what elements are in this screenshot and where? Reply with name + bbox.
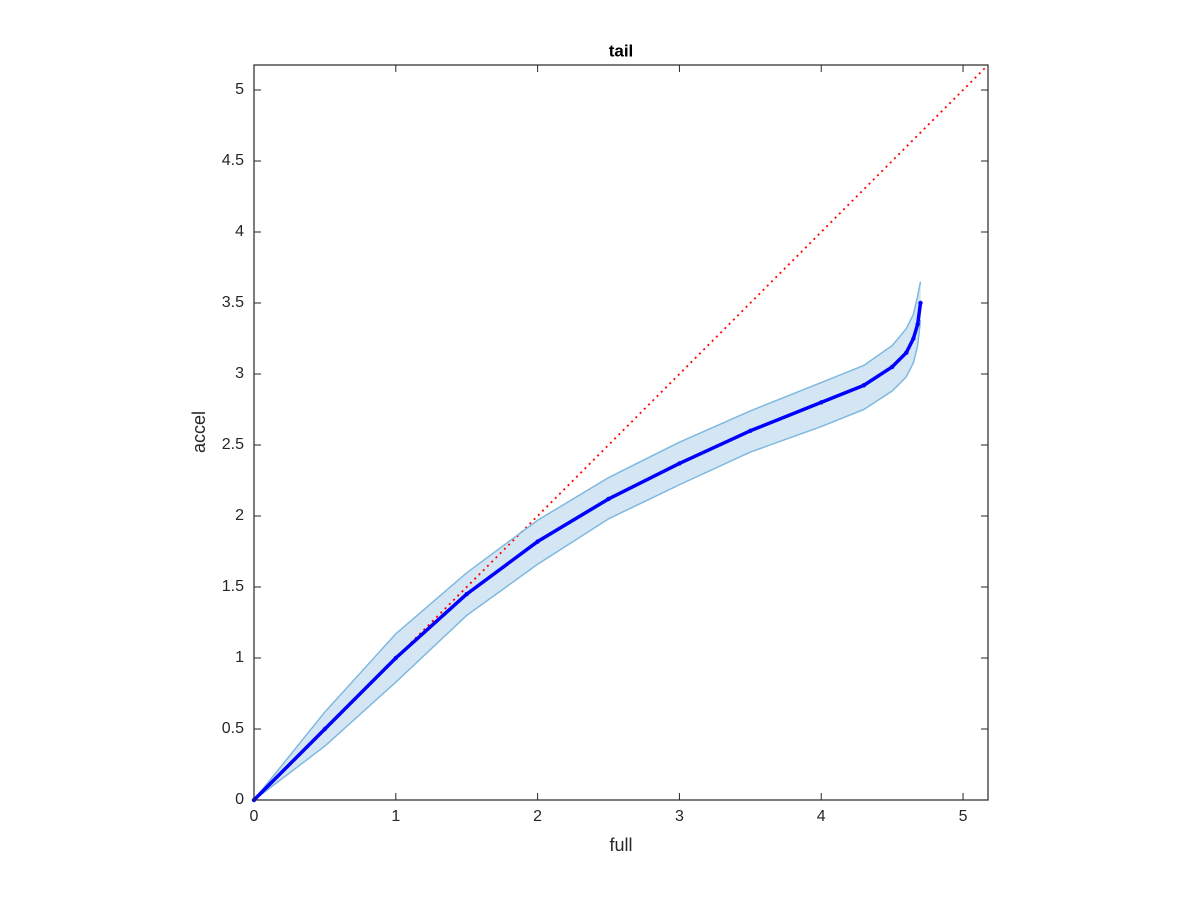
median-point (322, 726, 328, 732)
reference-line (253, 64, 989, 801)
y-axis-label: accel (189, 411, 209, 453)
median-point (918, 300, 923, 306)
x-tick-label: 4 (817, 808, 826, 825)
median-point (889, 364, 895, 370)
median-point (911, 336, 916, 341)
median-point (464, 591, 469, 597)
band-edge (253, 281, 922, 801)
y-tick-label: 0 (235, 791, 244, 808)
y-tick-label: 2 (235, 507, 244, 524)
y-tick-label: 2.5 (222, 436, 244, 453)
y-tick-label: 4.5 (222, 152, 244, 169)
y-tick-label: 3 (235, 365, 244, 382)
y-tick-label: 3.5 (222, 294, 244, 311)
x-tick-label: 3 (675, 808, 684, 825)
y-tick-label: 4 (235, 223, 244, 240)
x-tick-label: 0 (250, 808, 259, 825)
median-point (915, 322, 920, 327)
x-tick-label: 5 (959, 808, 968, 825)
chart-title: tail (609, 41, 634, 60)
x-tick-label: 2 (533, 808, 542, 825)
median-point (748, 428, 753, 433)
median-point (861, 383, 866, 388)
y-tick-label: 0.5 (222, 720, 244, 737)
plot-frame (253, 64, 989, 801)
y-tick-label: 1.5 (222, 578, 244, 595)
y-tick-label: 5 (235, 81, 244, 98)
x-axis-label: full (609, 835, 632, 855)
median-point (904, 350, 909, 355)
median-point (819, 400, 824, 405)
y-tick-label: 1 (235, 649, 244, 666)
median-point (393, 655, 399, 661)
median-point (677, 461, 682, 466)
band-edge (253, 319, 922, 801)
median-point (606, 496, 611, 502)
median-point (535, 539, 540, 544)
x-tick-label: 1 (391, 808, 400, 825)
